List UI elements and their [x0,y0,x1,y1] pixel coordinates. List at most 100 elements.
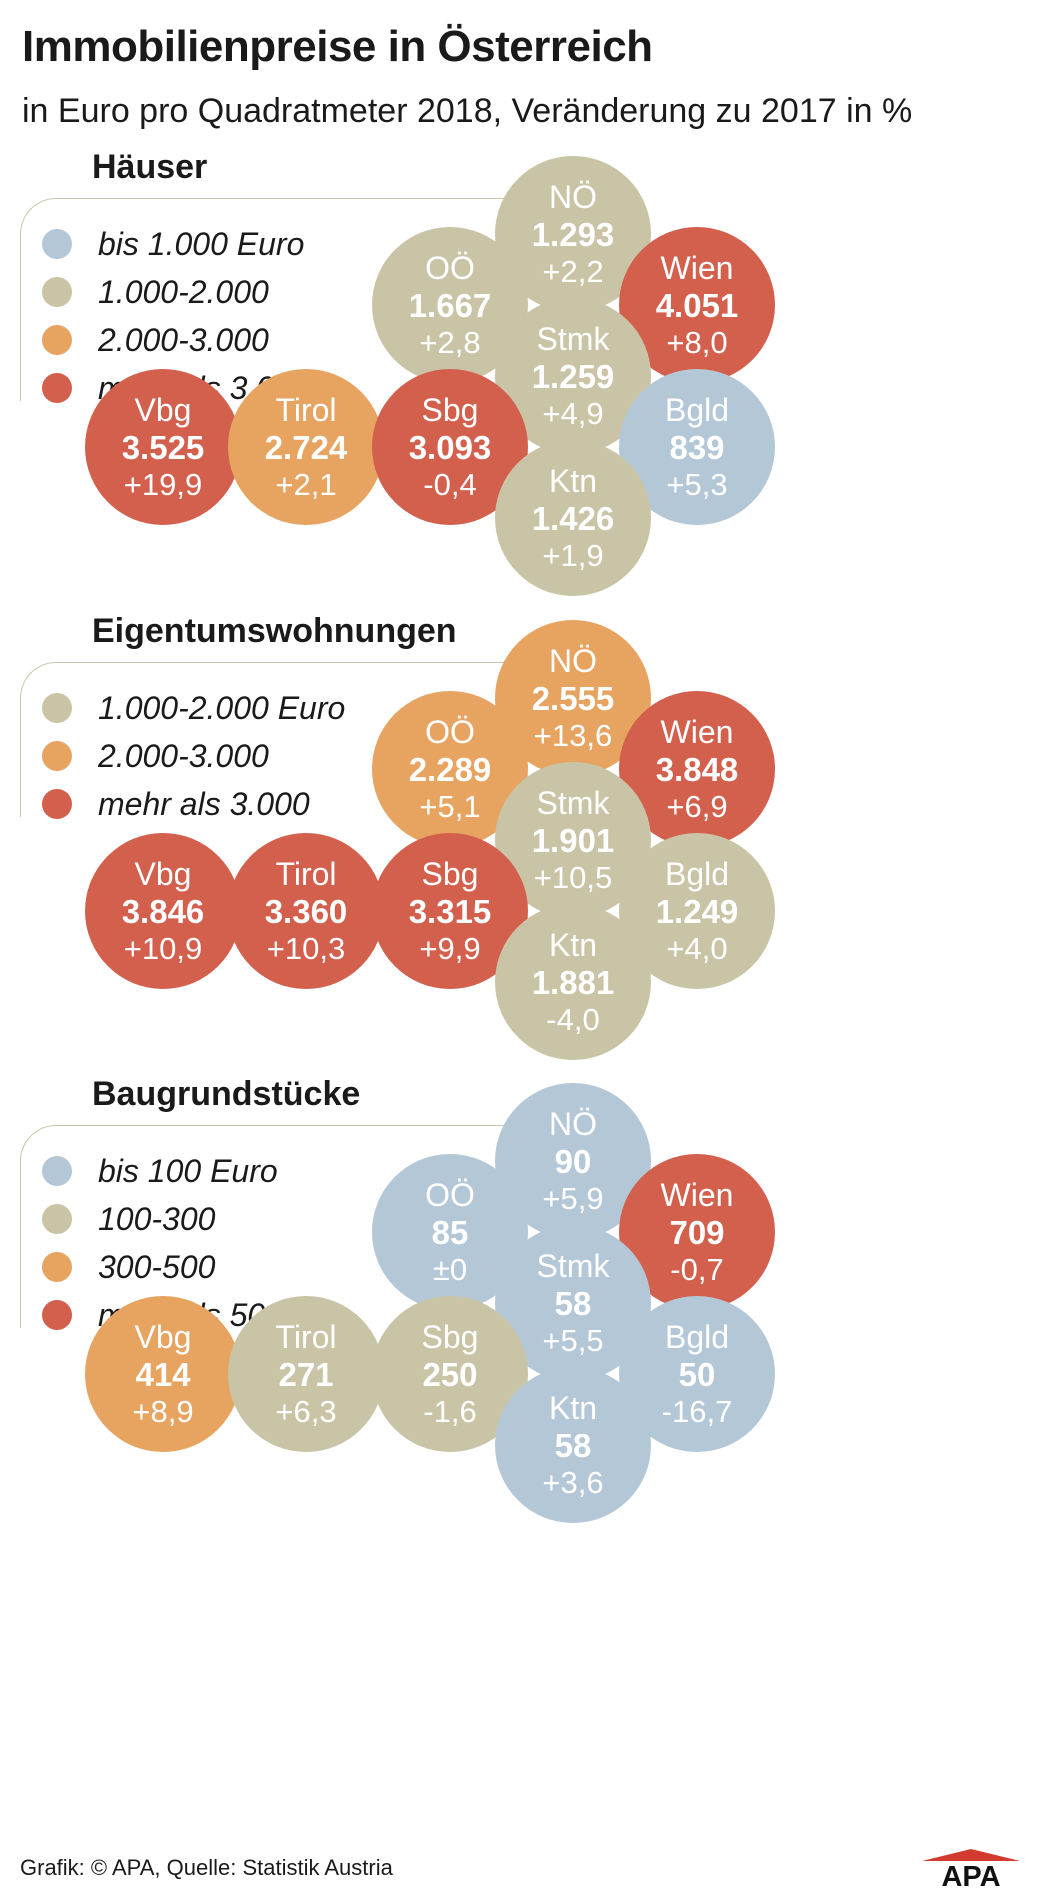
region-name: Stmk [536,320,610,357]
region-change: +10,5 [533,859,613,895]
page-title: Immobilienpreise in Österreich [22,22,653,71]
region-bubble: OÖ 1.667 +2,8 [372,227,528,383]
region-change: +13,6 [533,717,613,753]
legend-swatch [42,741,72,771]
source-credit: Grafik: © APA, Quelle: Statistik Austria [20,1855,393,1880]
legend-item: bis 1.000 Euro [42,220,310,268]
region-name: Ktn [548,462,598,499]
legend-item: 2.000-3.000 [42,732,345,780]
region-change: -0,4 [423,466,477,502]
region-name: Wien [660,1176,734,1213]
region-bubble: Ktn 58 +3,6 [495,1367,651,1523]
region-change: +8,0 [666,324,728,360]
region-change: +5,9 [542,1180,604,1216]
region-name: NÖ [549,642,597,679]
region-name: OÖ [425,1176,475,1213]
region-price: 3.315 [408,892,492,930]
chart-section: Baugrundstücke bis 100 Euro 100-300 300-500… [0,1075,1040,1523]
region-change: +6,9 [666,788,728,824]
logo-roof [922,1849,1020,1861]
region-name: OÖ [425,713,475,750]
region-change: +10,3 [266,930,346,966]
region-change: +2,8 [419,324,481,360]
region-price: 4.051 [655,286,739,324]
region-name: Sbg [421,855,479,892]
region-price: 1.901 [531,821,615,859]
legend-label: bis 1.000 Euro [98,225,305,262]
region-name: Stmk [536,1247,610,1284]
logo-text: APA [941,1861,1000,1887]
region-name: Wien [660,249,734,286]
region-price: 2.724 [264,428,348,466]
legend-label: mehr als 3.000 [98,785,310,822]
legend-bracket [20,198,601,401]
region-price: 839 [669,428,725,466]
region-change: +5,1 [419,788,481,824]
legend-item: 100-300 [42,1195,283,1243]
region-change: +9,9 [419,930,481,966]
region-price: 2.555 [531,679,615,717]
legend-label: 2.000-3.000 [98,737,269,774]
region-price: 3.846 [121,892,205,930]
region-bubble: Sbg 3.315 +9,9 [372,833,528,989]
region-price: 1.426 [531,499,615,537]
region-bubble: Tirol 271 +6,3 [228,1296,384,1452]
region-name: Bgld [664,855,730,892]
region-price: 2.289 [408,750,492,788]
region-name: Stmk [536,784,610,821]
region-name: Ktn [548,1389,598,1426]
chart-section: Häuser bis 1.000 Euro 1.000-2.000 2.000-3.0… [0,148,1040,596]
region-change: +4,0 [666,930,728,966]
legend-item: 1.000-2.000 [42,268,310,316]
legend-swatch [42,693,72,723]
region-name: Vbg [134,391,192,428]
legend-swatch [42,373,72,403]
region-price: 58 [554,1426,592,1464]
region-bubble: Stmk 1.901 +10,5 [495,762,651,918]
legend-item: bis 100 Euro [42,1147,283,1195]
legend-swatch [42,1204,72,1234]
region-name: Tirol [275,855,337,892]
region-name: Vbg [134,855,192,892]
legend-item: 1.000-2.000 Euro [42,684,345,732]
legend-item: mehr als 3.000 [42,780,345,828]
legend-bracket [20,1125,601,1328]
legend-label: 300-500 [98,1248,216,1285]
region-change: +19,9 [123,466,203,502]
region-bubble: Tirol 3.360 +10,3 [228,833,384,989]
region-change: -0,7 [670,1251,724,1287]
legend-swatch [42,1300,72,1330]
legend-swatch [42,1252,72,1282]
region-price: 3.848 [655,750,739,788]
region-change: +3,6 [542,1464,604,1500]
region-change: +2,1 [275,466,337,502]
region-price: 3.093 [408,428,492,466]
apa-logo: APA [922,1849,1020,1887]
region-name: Bgld [664,391,730,428]
region-name: Tirol [275,391,337,428]
region-price: 85 [431,1213,469,1251]
region-change: +5,3 [666,466,728,502]
chart-section: Eigentumswohnungen 1.000-2.000 Euro 2.000-… [0,612,1040,1060]
region-price: 3.360 [264,892,348,930]
region-price: 1.249 [655,892,739,930]
region-price: 250 [422,1355,478,1393]
region-price: 1.259 [531,357,615,395]
region-change: +4,9 [542,395,604,431]
region-bubble: Vbg 3.525 +19,9 [85,369,241,525]
region-change: -16,7 [661,1393,733,1429]
region-name: Sbg [421,1318,479,1355]
legend-item: 300-500 [42,1243,283,1291]
section-title: Baugrundstücke [92,1075,361,1113]
region-price: 709 [669,1213,725,1251]
region-name: OÖ [425,249,475,286]
legend-item: 2.000-3.000 [42,316,310,364]
region-change: +6,3 [275,1393,337,1429]
legend-label: 2.000-3.000 [98,321,269,358]
legend-swatch [42,789,72,819]
region-price: 1.293 [531,215,615,253]
region-change: -1,6 [423,1393,477,1429]
region-bubble: Vbg 3.846 +10,9 [85,833,241,989]
section-title: Eigentumswohnungen [92,612,457,650]
region-change: +10,9 [123,930,203,966]
